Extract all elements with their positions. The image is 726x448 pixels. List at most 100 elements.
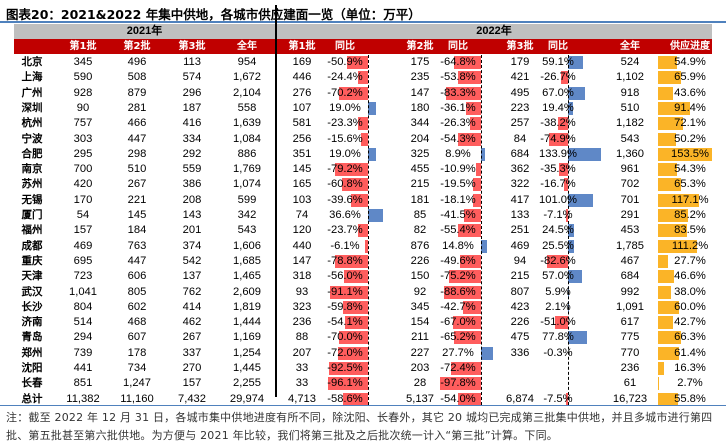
year-divider [275, 5, 277, 397]
cell-2022-yoy3: -38.2% [540, 117, 576, 130]
city-name: 沈阳 [21, 362, 43, 374]
cell-2022-total: 467 [620, 254, 640, 267]
yoy-bar [338, 331, 368, 345]
progress-bar [658, 101, 690, 115]
yoy-bar [465, 101, 481, 115]
cell-2022-yoy2: -67.0% [440, 316, 476, 329]
cell-2021-batch2: 267 [127, 178, 147, 191]
cell-2021-total: 1,672 [233, 71, 261, 84]
cell-supply-progress: 83.5% [674, 224, 706, 237]
cell-2021-batch1: 11,382 [66, 392, 100, 405]
cell-2022-yoy3 [528, 376, 588, 391]
cell-2021-batch3: 157 [182, 377, 202, 390]
cell-2021-batch3: 334 [182, 132, 202, 145]
cell-2022-batch3: 417 [510, 193, 530, 206]
title-underline [0, 21, 726, 23]
city-name: 郑州 [21, 346, 43, 359]
cell-2022-total: 702 [620, 178, 640, 191]
cell-2022-yoy2: -18.1% [440, 193, 476, 206]
cell-2021-total: 1,084 [233, 132, 261, 145]
cell-2022-batch1: 318 [292, 270, 312, 283]
cell-2022-batch1: 440 [292, 239, 312, 252]
yoy-bar [334, 254, 368, 268]
city-name: 福州 [21, 224, 43, 237]
cell-2022-total: 61 [623, 377, 637, 390]
cell-2022-batch1: 147 [292, 254, 312, 267]
table-row: 长沙 804 602 414 1,819 323 -59.8% 345 -42.7% 423 2.1… [0, 300, 726, 315]
cell-2022-yoy2: -19.5% [440, 178, 476, 191]
cell-supply-progress: 111.2% [671, 239, 709, 252]
cell-2022-batch3: 362 [510, 163, 530, 176]
cell-2021-batch3: 574 [182, 71, 202, 84]
yoy-bar [338, 86, 368, 100]
table-row: 深圳 90 281 187 558 107 19.0% 180 -36.1% 223 19.4% 51… [0, 101, 726, 116]
cell-2021-batch1: 90 [76, 101, 90, 114]
cell-2022-yoy2: -54.3% [440, 132, 476, 145]
cell-2021-total: 1,445 [233, 362, 261, 374]
cell-supply-progress: 91.4% [674, 101, 706, 114]
cell-2021-batch1: 757 [73, 117, 93, 130]
cell-2022-batch2: 345 [410, 300, 430, 313]
table-row: 宁波 303 447 334 1,084 256 -15.6% 204 -54.3% 84 -74.… [0, 132, 726, 147]
cell-2022-yoy2: -49.6% [440, 254, 476, 267]
cell-2022-yoy3: 57.0% [542, 270, 574, 283]
cell-2022-batch2: 82 [413, 224, 427, 237]
cell-2022-yoy2: -54.0% [440, 392, 476, 405]
progress-bar [658, 117, 684, 131]
cell-2022-total: 992 [620, 285, 640, 298]
cell-2021-total: 2,104 [233, 86, 261, 99]
cell-2021-batch1: 345 [73, 56, 93, 68]
yoy-bar [568, 331, 588, 345]
yoy-bar [481, 346, 493, 360]
yoy-bar [549, 132, 568, 146]
yoy-bar [327, 377, 368, 391]
yoy-bar [547, 254, 568, 268]
yoy-bar [446, 86, 481, 100]
yoy-bar [357, 71, 368, 85]
cell-2022-yoy1: -59.8% [327, 300, 363, 313]
cell-2021-batch1: 590 [73, 71, 93, 84]
cell-2022-yoy1: -92.5% [327, 362, 363, 374]
table-row: 南京 700 510 559 1,769 145 -79.2% 455 -10.9% 362 -35… [0, 162, 726, 177]
cell-2021-batch3: 296 [182, 86, 202, 99]
cell-2022-yoy3: -0.3% [543, 346, 573, 359]
cell-2021-batch2: 298 [127, 147, 147, 160]
city-name: 广州 [21, 86, 43, 99]
cell-2021-total: 543 [237, 224, 257, 237]
cell-2021-batch1: 739 [73, 346, 93, 359]
cell-2022-total: 775 [620, 331, 640, 344]
cell-2021-batch2: 145 [127, 209, 147, 221]
cell-2021-batch1: 170 [73, 193, 93, 206]
cell-2022-batch2: 211 [411, 331, 429, 344]
cell-2022-batch1: 446 [292, 71, 312, 84]
city-name: 总计 [21, 392, 43, 405]
col-header-2022-total: 全年 [620, 41, 640, 52]
cell-2022-yoy3: -74.9% [540, 132, 576, 145]
cell-2021-total: 1,465 [233, 270, 261, 283]
progress-bar [658, 178, 681, 192]
cell-2022-total: 961 [620, 163, 640, 176]
yoy-bar [329, 362, 368, 375]
progress-bar [658, 147, 712, 161]
yoy-bar [568, 193, 594, 207]
cell-supply-progress: 38.0% [674, 285, 706, 298]
cell-2022-yoy1: -24.4% [327, 71, 363, 84]
table-row: 成都 469 763 374 1,606 440 -6.1% 876 14.8% 469 25.5%… [0, 239, 726, 254]
city-name: 天津 [21, 270, 43, 283]
yoy-bar [463, 209, 481, 222]
cell-2021-batch3: 762 [182, 285, 202, 298]
cell-2021-batch1: 1,041 [69, 285, 97, 298]
cell-2022-yoy1: -15.6% [327, 132, 363, 145]
cell-2021-batch1: 514 [73, 316, 93, 329]
yoy-bar [568, 239, 575, 253]
col-header-2022-batch2: 第2批 [406, 41, 434, 52]
cell-2022-batch3: 322 [510, 178, 530, 191]
cell-2021-batch3: 201 [182, 224, 202, 237]
progress-bar [658, 392, 678, 406]
cell-2022-batch1: 351 [292, 147, 312, 160]
city-name: 成都 [21, 239, 43, 252]
cell-2021-batch1: 700 [73, 163, 93, 176]
cell-2022-total: 453 [620, 224, 640, 237]
cell-2021-total: 1,169 [233, 331, 261, 344]
cell-2021-batch3: 137 [182, 270, 202, 283]
